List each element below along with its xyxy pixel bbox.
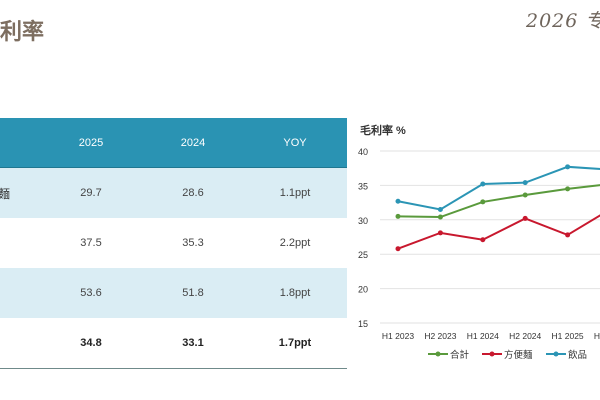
margin-line-chart: 毛利率 % 15 20 25 30 35 40 H1 2023 H2 2023 H1 2024 H… (358, 123, 600, 361)
cell-2025: 29.7 (80, 187, 102, 199)
y-tick-label: 25 (358, 250, 368, 260)
x-tick-label: H2 2024 (509, 331, 541, 341)
data-point (437, 206, 443, 212)
table-row: 方便麵 29.7 28.6 1.1ppt (0, 168, 347, 218)
series-line (397, 184, 600, 219)
row-label: 方便麵 (0, 186, 10, 201)
legend-label: 合計 (450, 349, 470, 361)
data-point (395, 246, 401, 252)
chart-title: 毛利率 % (360, 123, 406, 137)
margin-table: 2025 2024 YOY 方便麵 29.7 28.6 1.1ppt 37.5 … (0, 118, 347, 369)
cell-2025: 37.5 (80, 237, 102, 249)
cell-2024: 51.8 (182, 287, 204, 299)
cell-2025: 34.8 (80, 337, 102, 349)
y-tick-label: 40 (358, 147, 368, 157)
cell-2024: 33.1 (182, 337, 204, 349)
legend-label: 方便麵 (504, 349, 533, 361)
y-tick-label: 15 (358, 319, 368, 329)
y-tick-label: 35 (358, 181, 368, 191)
col-yoy: YOY (283, 136, 307, 149)
x-tick-label: H2 2025 (594, 331, 600, 341)
data-point (437, 230, 443, 236)
series-line (397, 165, 600, 211)
data-point (565, 232, 571, 238)
cell-yoy: 1.8ppt (279, 287, 311, 299)
table-row: 53.6 51.8 1.8ppt (0, 268, 347, 318)
x-tick-label: H1 2025 (552, 331, 584, 341)
col-2025: 2025 (78, 136, 104, 149)
page-title: 毛利率 (0, 20, 45, 45)
data-point (395, 198, 401, 204)
x-tick-label: H1 2023 (382, 331, 414, 341)
data-point (565, 186, 571, 192)
y-tick-label: 30 (358, 216, 368, 226)
x-tick-label: H1 2024 (467, 331, 499, 341)
data-point (480, 237, 486, 243)
y-tick-label: 20 (358, 285, 368, 295)
legend-label: 飲品 (568, 349, 587, 361)
cell-2025: 53.6 (80, 287, 102, 299)
data-point (480, 199, 486, 205)
table-row: 37.5 35.3 2.2ppt (0, 218, 347, 268)
x-tick-label: H2 2023 (424, 331, 456, 341)
table-header: 2025 2024 YOY (0, 118, 347, 168)
cell-2024: 28.6 (182, 187, 204, 199)
col-2024: 2024 (180, 136, 206, 149)
cell-2024: 35.3 (182, 237, 204, 249)
cell-yoy: 1.1ppt (279, 187, 311, 199)
data-point (522, 180, 528, 186)
cell-yoy: 1.7ppt (278, 337, 312, 349)
data-point (522, 192, 528, 198)
cell-yoy: 2.2ppt (279, 237, 311, 249)
data-point (522, 215, 528, 221)
legend-marker (435, 351, 441, 357)
table-row-total: 34.8 33.1 1.7ppt (0, 318, 347, 368)
data-point (437, 214, 443, 220)
data-point (395, 213, 401, 219)
data-point (480, 181, 486, 187)
legend-marker (489, 351, 495, 357)
table-bottom-rule (0, 368, 347, 369)
series-line (397, 214, 600, 250)
data-point (565, 164, 571, 170)
report-tag: 2026 专 (526, 10, 600, 32)
legend-marker (553, 351, 559, 357)
